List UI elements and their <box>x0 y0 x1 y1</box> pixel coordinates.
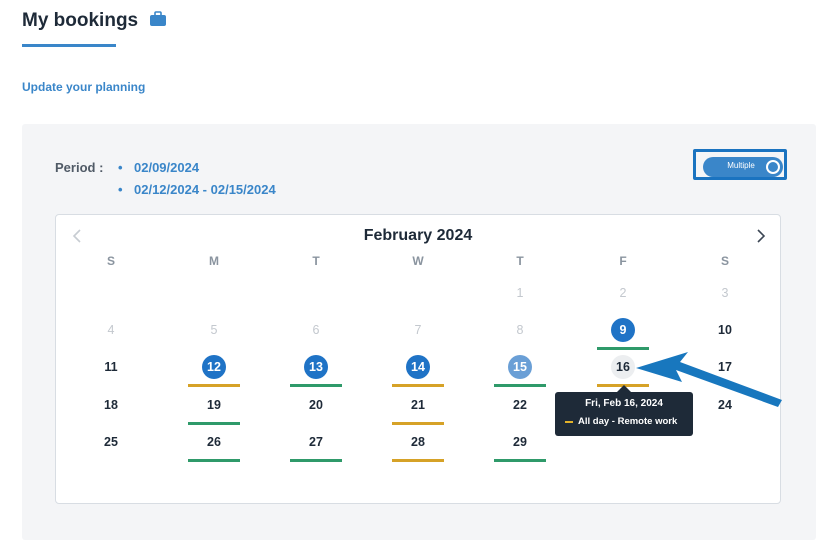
toggle-highlight-frame <box>693 149 787 180</box>
day-3: 3 <box>721 286 729 300</box>
office-booking-bar <box>188 459 240 462</box>
month-title: February 2024 <box>363 227 473 244</box>
remote-booking-bar <box>392 422 444 425</box>
toggle-knob[interactable] <box>766 160 780 174</box>
office-booking-bar <box>494 384 546 387</box>
title-underline <box>22 44 116 47</box>
day-29[interactable]: 29 <box>513 435 527 449</box>
day-1: 1 <box>516 286 524 300</box>
chevron-right-icon[interactable] <box>754 228 768 244</box>
period-item: • 02/12/2024 - 02/15/2024 <box>118 182 276 197</box>
day-tooltip: Fri, Feb 16, 2024 All day - Remote work <box>555 392 693 436</box>
day-number: 16 <box>611 355 635 379</box>
day-17[interactable]: 17 <box>718 360 732 374</box>
tooltip-date: Fri, Feb 16, 2024 <box>585 398 663 409</box>
day-6: 6 <box>312 323 320 337</box>
office-booking-bar <box>290 384 342 387</box>
day-16[interactable]: 16 <box>608 354 638 380</box>
office-booking-bar <box>597 347 649 350</box>
day-21[interactable]: 21 <box>411 398 425 412</box>
office-booking-bar <box>290 459 342 462</box>
weekday-header: M <box>209 254 219 268</box>
tooltip-detail: All day - Remote work <box>578 416 678 427</box>
period-item: • 02/09/2024 <box>118 160 199 175</box>
day-number: 15 <box>508 355 532 379</box>
bullet: • <box>118 160 123 175</box>
office-booking-bar <box>494 459 546 462</box>
day-18[interactable]: 18 <box>104 398 118 412</box>
day-10[interactable]: 10 <box>718 323 732 337</box>
day-28[interactable]: 28 <box>411 435 425 449</box>
remote-booking-bar <box>188 384 240 387</box>
day-15[interactable]: 15 <box>505 354 535 380</box>
weekday-header: F <box>619 254 627 268</box>
day-number: 13 <box>304 355 328 379</box>
toggle-label: Multiple <box>727 161 755 170</box>
day-4: 4 <box>107 323 115 337</box>
remote-booking-bar <box>392 384 444 387</box>
weekday-header: W <box>412 254 424 268</box>
weekday-header: S <box>720 254 729 268</box>
tooltip-pointer <box>617 385 631 392</box>
day-13[interactable]: 13 <box>301 354 331 380</box>
day-27[interactable]: 27 <box>309 435 323 449</box>
day-22[interactable]: 22 <box>513 398 527 412</box>
day-7: 7 <box>414 323 422 337</box>
day-26[interactable]: 26 <box>207 435 221 449</box>
day-5: 5 <box>210 323 218 337</box>
bullet: • <box>118 182 123 197</box>
weekday-header: S <box>106 254 115 268</box>
day-11[interactable]: 11 <box>104 360 118 374</box>
day-2: 2 <box>619 286 627 300</box>
day-number: 12 <box>202 355 226 379</box>
day-24[interactable]: 24 <box>718 398 732 412</box>
briefcase-icon <box>150 11 166 26</box>
day-number: 9 <box>611 318 635 342</box>
weekday-header: T <box>516 254 524 268</box>
period-date: 02/09/2024 <box>134 160 200 175</box>
day-25[interactable]: 25 <box>104 435 118 449</box>
day-9[interactable]: 9 <box>608 317 638 343</box>
remote-work-marker <box>565 421 573 423</box>
annotation-arrow-icon <box>636 352 782 407</box>
chevron-left-icon[interactable] <box>70 228 84 244</box>
day-19[interactable]: 19 <box>207 398 221 412</box>
day-number: 14 <box>406 355 430 379</box>
day-12[interactable]: 12 <box>199 354 229 380</box>
day-20[interactable]: 20 <box>309 398 323 412</box>
period-label: Period : <box>55 160 104 175</box>
office-booking-bar <box>188 422 240 425</box>
weekday-header: T <box>312 254 320 268</box>
period-range: 02/12/2024 - 02/15/2024 <box>134 182 276 197</box>
remote-booking-bar <box>392 459 444 462</box>
day-14[interactable]: 14 <box>403 354 433 380</box>
day-8: 8 <box>516 323 524 337</box>
page-title: My bookings <box>22 10 139 31</box>
multiple-toggle[interactable]: Multiple <box>703 157 783 177</box>
update-planning-link[interactable]: Update your planning <box>22 80 146 94</box>
